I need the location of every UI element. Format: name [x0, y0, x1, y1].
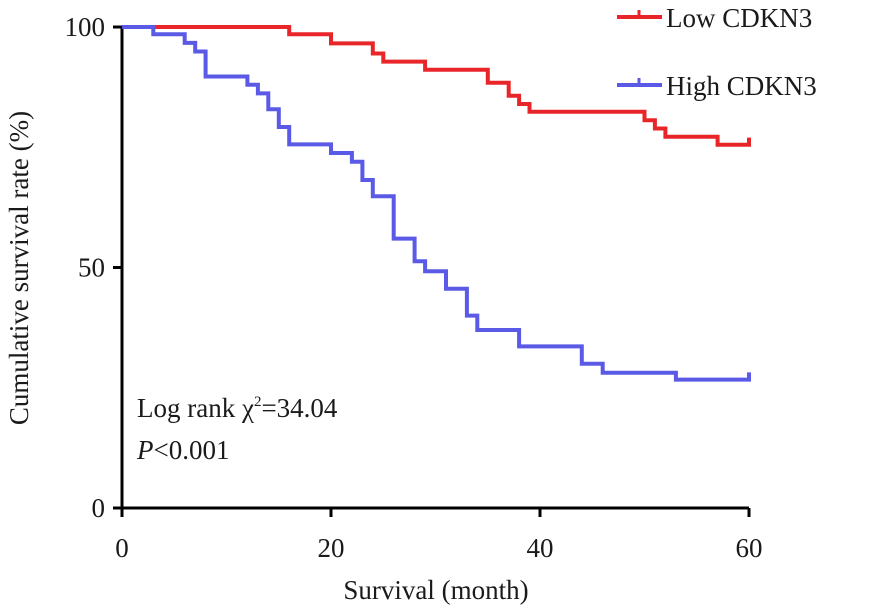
- x-axis-label: Survival (month): [343, 575, 528, 605]
- p-value-annotation: P<0.001: [136, 435, 229, 465]
- legend: Low CDKN3 High CDKN3: [617, 3, 817, 101]
- x-tick-label: 40: [527, 533, 554, 563]
- x-tick-label: 20: [318, 533, 345, 563]
- p-value-text: <0.001: [154, 435, 230, 465]
- series-layer: [122, 25, 751, 382]
- y-tick-label: 100: [65, 12, 106, 42]
- legend-label-0: Low CDKN3: [666, 3, 812, 33]
- x-tick-label: 0: [115, 533, 129, 563]
- log-rank-superscript: 2: [254, 394, 262, 410]
- x-tick-label: 60: [736, 533, 763, 563]
- series-line-0: [122, 25, 751, 147]
- log-rank-annotation: Log rank χ2=34.04: [137, 393, 338, 423]
- legend-label-1: High CDKN3: [666, 71, 817, 101]
- axis-ticks: 0 20 40 60 0 50 100: [65, 12, 763, 563]
- log-rank-value: =34.04: [261, 393, 337, 423]
- y-tick-label: 0: [92, 493, 106, 523]
- y-tick-label: 50: [78, 253, 105, 283]
- series-line-1: [122, 25, 751, 382]
- p-value-label: P: [136, 435, 154, 465]
- log-rank-prefix: Log rank χ: [137, 393, 254, 423]
- y-axis-label: Cumulative survival rate (%): [4, 111, 34, 425]
